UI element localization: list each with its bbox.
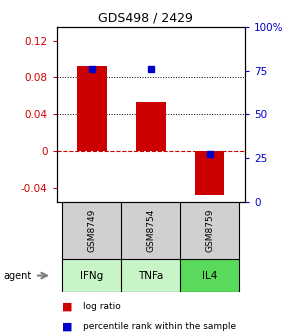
FancyBboxPatch shape [180,202,239,259]
Text: percentile rank within the sample: percentile rank within the sample [83,322,236,331]
Text: IFNg: IFNg [80,270,104,281]
FancyBboxPatch shape [180,259,239,292]
Text: agent: agent [3,270,31,281]
FancyBboxPatch shape [62,259,121,292]
Text: IL4: IL4 [202,270,218,281]
FancyBboxPatch shape [121,202,180,259]
Text: GDS498 / 2429: GDS498 / 2429 [97,12,193,25]
Bar [77,66,107,151]
Text: ■: ■ [62,301,73,311]
Text: GSM8759: GSM8759 [205,208,214,252]
Text: TNFa: TNFa [138,270,164,281]
Bar [136,102,166,151]
Text: log ratio: log ratio [83,302,120,311]
Text: ■: ■ [62,322,73,332]
FancyBboxPatch shape [121,259,180,292]
Text: GSM8754: GSM8754 [146,208,155,252]
Text: GSM8749: GSM8749 [87,208,96,252]
Bar [195,151,224,195]
FancyBboxPatch shape [62,202,121,259]
